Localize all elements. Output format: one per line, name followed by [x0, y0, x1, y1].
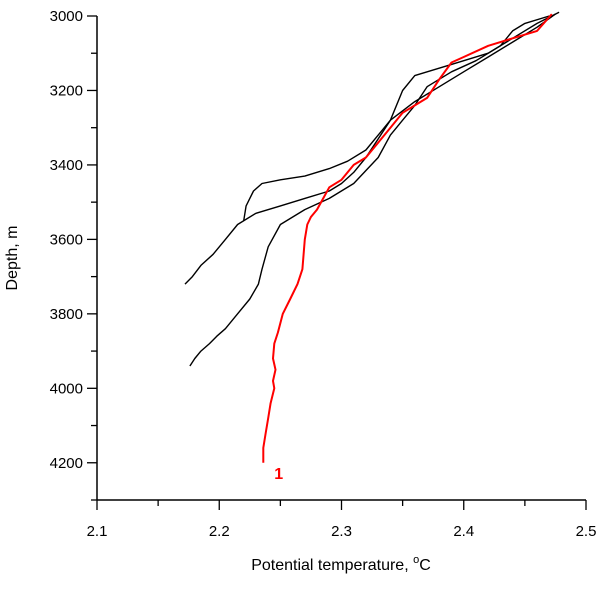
y-tick-label: 4000 [50, 380, 83, 397]
y-tick-label: 4200 [50, 455, 83, 472]
profile-line-1 [262, 13, 553, 463]
x-tick-label: 2.1 [87, 523, 108, 540]
profile-line [184, 13, 556, 285]
axes-group: 2.1 2.2 2.3 2.4 2.5 3000 3200 3400 3600 3800 4000 4… [50, 8, 597, 540]
series-group [184, 11, 560, 463]
profile-label: 1 [274, 466, 283, 483]
x-tick-label: 2.4 [453, 523, 474, 540]
y-axis-title: Depth, m [4, 226, 21, 291]
labels-group: 1 [274, 466, 283, 483]
profile-line [189, 15, 550, 367]
y-tick-label: 3800 [50, 306, 83, 323]
x-tick-label: 2.5 [576, 523, 597, 540]
profile-line [243, 11, 560, 221]
y-tick-label: 3000 [50, 8, 83, 25]
x-tick-label: 2.3 [331, 523, 352, 540]
x-tick-label: 2.2 [209, 523, 230, 540]
y-tick-label: 3400 [50, 157, 83, 174]
x-axis-title: Potential temperature, oC [251, 554, 431, 574]
y-tick-label: 3200 [50, 82, 83, 99]
y-tick-label: 3600 [50, 231, 83, 248]
